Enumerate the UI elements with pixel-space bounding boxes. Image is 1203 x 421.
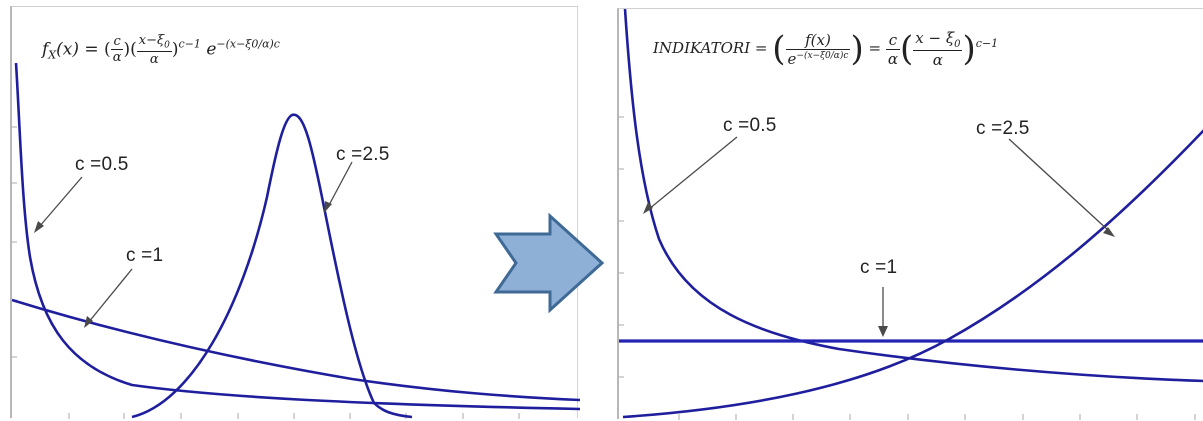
right-formula: INDIKATORI = (f(x) e−(x−ξ0/α)c) = c α(x − … <box>653 29 999 69</box>
left-curve-c05 <box>14 62 580 411</box>
formula-fx: f(x) <box>805 30 831 49</box>
left-label-c1: c =1 <box>126 245 164 266</box>
formula-f: f <box>42 39 49 60</box>
left-label-c25: c =2.5 <box>336 144 390 165</box>
right-annotation-arrows <box>643 136 1115 337</box>
formula-num: x−ξ <box>138 33 165 48</box>
right-label-c05: c =0.5 <box>723 115 777 136</box>
transition-arrow-icon <box>493 212 605 314</box>
formula-alpha-2: α <box>913 50 963 69</box>
formula-e: e <box>206 39 217 60</box>
left-plot-panel: fX(x) = (c α)(x−ξ0 α)c−1 e−(x−ξ0/α)c c =0.… <box>10 6 580 419</box>
formula-den-e: e <box>787 49 797 68</box>
formula-c: c <box>888 30 898 49</box>
right-axis-ticks <box>619 116 1196 420</box>
left-label-c05: c =0.5 <box>75 154 129 175</box>
right-plot-canvas <box>619 9 1203 420</box>
formula-f-sub: X <box>48 48 57 62</box>
left-axis-ticks <box>12 126 520 419</box>
formula-exp: c−1 <box>975 37 999 50</box>
formula-arg: (x) = <box>56 39 99 60</box>
formula-num: x − ξ <box>915 29 955 47</box>
left-plot-canvas <box>12 62 580 419</box>
formula-e-exp: −(x−ξ0/α)c <box>216 37 280 51</box>
left-annotation-arrows <box>34 161 353 328</box>
formula-num-sub: 0 <box>164 40 170 51</box>
right-plot-panel: INDIKATORI = (f(x) e−(x−ξ0/α)c) = c α(x − … <box>617 8 1203 420</box>
formula-alpha: α <box>885 48 900 68</box>
formula-num-sub: 0 <box>954 39 961 50</box>
left-curve-c1 <box>12 298 580 402</box>
formula-den-exp: −(x−ξ0/α)c <box>796 50 849 61</box>
formula-alpha-den: α <box>110 49 124 66</box>
left-curve-c25 <box>131 113 413 419</box>
formula-eq: = <box>868 39 882 57</box>
formula-c-num: c <box>113 34 121 50</box>
left-formula: fX(x) = (c α)(x−ξ0 α)c−1 e−(x−ξ0/α)c <box>42 33 280 67</box>
right-curve-c25 <box>622 129 1203 419</box>
formula-exp: c−1 <box>178 37 201 51</box>
formula-alpha-den2: α <box>136 50 172 67</box>
formula-indikatori: INDIKATORI = <box>653 39 768 57</box>
right-label-c25: c =2.5 <box>976 118 1030 139</box>
right-label-c1: c =1 <box>860 257 898 278</box>
right-curve-c05 <box>623 9 1203 383</box>
